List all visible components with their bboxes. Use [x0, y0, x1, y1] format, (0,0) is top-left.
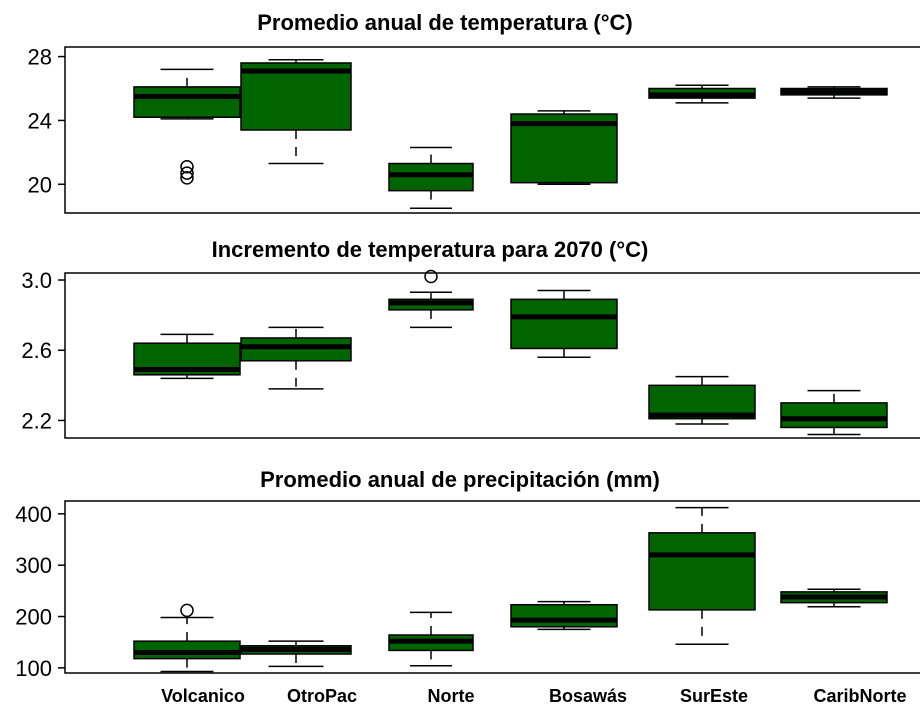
iqr-box	[648, 532, 756, 611]
y-tick-label: 28	[28, 45, 52, 70]
iqr-box	[240, 62, 352, 131]
category-label: Volcanico	[161, 686, 245, 706]
panel-precipitacion: Promedio anual de precipitación (mm) 100…	[15, 467, 920, 681]
y-axis-incremento: 2.2 2.6 3.0	[21, 268, 65, 433]
outlier-point	[424, 269, 438, 284]
y-tick-label: 400	[15, 502, 52, 527]
box-volcanico	[133, 603, 241, 673]
y-tick-label: 24	[28, 108, 52, 133]
y-axis-precipitacion: 100 200 300 400	[15, 502, 65, 681]
box-volcanico	[133, 68, 241, 185]
box-bosawás	[510, 110, 618, 186]
plot-frame-precipitacion	[64, 500, 920, 674]
y-tick-label: 3.0	[21, 268, 52, 293]
box-volcanico	[133, 333, 241, 380]
box-norte	[388, 146, 474, 209]
box-caribnorte	[780, 389, 888, 436]
outlier-point	[180, 166, 194, 180]
y-tick-label: 2.6	[21, 338, 52, 363]
iqr-box	[510, 298, 618, 350]
box-sureste	[648, 84, 756, 104]
boxes-temperatura	[133, 59, 888, 209]
category-label: CaribNorte	[813, 686, 906, 706]
box-norte	[388, 611, 474, 667]
panel-temperatura: Promedio anual de temperatura (°C) 20242…	[28, 10, 920, 214]
boxes-incremento	[133, 269, 888, 436]
outlier-point	[180, 171, 194, 185]
x-axis-categories: Volcanico OtroPac Norte Bosawás SurEste Carib…	[161, 686, 906, 706]
y-tick-label: 300	[15, 553, 52, 578]
box-norte	[388, 269, 474, 329]
iqr-box	[240, 337, 352, 362]
y-tick-label: 200	[15, 605, 52, 630]
box-sureste	[648, 375, 756, 425]
box-caribnorte	[780, 588, 888, 608]
category-label: Bosawás	[549, 686, 627, 706]
iqr-box	[780, 402, 888, 429]
iqr-box	[510, 603, 618, 628]
outlier-point	[180, 603, 194, 618]
panel-title-temperatura: Promedio anual de temperatura (°C)	[257, 10, 633, 35]
box-otropac	[240, 640, 352, 668]
box-caribnorte	[780, 86, 888, 99]
box-otropac	[240, 326, 352, 390]
iqr-box	[133, 86, 241, 118]
panel-title-precipitacion: Promedio anual de precipitación (mm)	[260, 467, 660, 492]
panel-title-incremento: Incremento de temperatura para 2070 (°C)	[212, 237, 649, 262]
box-otropac	[240, 59, 352, 165]
y-tick-label: 20	[28, 172, 52, 197]
box-bosawás	[510, 600, 618, 631]
iqr-box	[133, 640, 241, 660]
category-label: SurEste	[680, 686, 748, 706]
category-label: OtroPac	[287, 686, 357, 706]
y-tick-label: 2.2	[21, 408, 52, 433]
boxes-precipitacion	[133, 506, 888, 673]
y-axis-temperatura: 20 24 28	[28, 45, 65, 197]
box-bosawás	[510, 289, 618, 359]
outlier-point	[180, 159, 194, 174]
y-tick-label: 100	[15, 656, 52, 681]
box-sureste	[648, 506, 756, 645]
plot-frame-incremento	[64, 272, 920, 439]
category-label: Norte	[427, 686, 474, 706]
plot-frame-temperatura	[64, 46, 920, 214]
panel-incremento: Incremento de temperatura para 2070 (°C)…	[21, 237, 920, 439]
